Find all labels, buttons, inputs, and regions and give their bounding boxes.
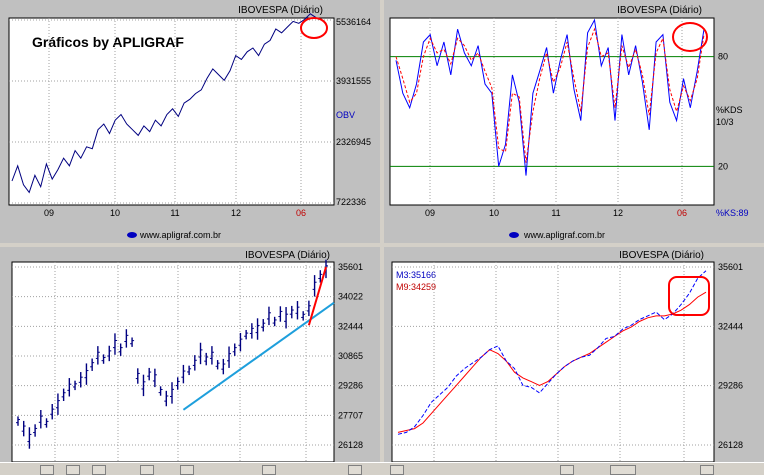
toolbar-button[interactable] bbox=[180, 465, 194, 475]
highlight-circle bbox=[672, 22, 708, 52]
y-tick-label: 26128 bbox=[718, 440, 743, 450]
footer-site: www.apligraf.com.br bbox=[139, 230, 221, 240]
ma-title: IBOVESPA (Diário) bbox=[619, 250, 704, 261]
stochastic-x-axis: 09 10 11 12 06 bbox=[425, 208, 687, 218]
trendline-breakout bbox=[307, 266, 327, 326]
toolbar-button[interactable] bbox=[40, 465, 54, 475]
ma-plot-area bbox=[391, 261, 715, 462]
y-tick-label: 35601 bbox=[338, 262, 363, 272]
m9-line bbox=[397, 291, 707, 433]
price-plot-area bbox=[11, 261, 335, 462]
obv-x-axis: 09 10 11 12 06 bbox=[44, 208, 306, 218]
m9-label: M9:34259 bbox=[396, 282, 436, 292]
toolbar-button[interactable] bbox=[390, 465, 404, 475]
y-tick-label: 32444 bbox=[718, 321, 743, 331]
x-tick-label: 09 bbox=[425, 208, 435, 218]
x-tick-label: 06 bbox=[296, 208, 306, 218]
kds-params: 10/3 bbox=[716, 117, 734, 127]
taskbar bbox=[0, 462, 764, 475]
kds-label: %KDS bbox=[716, 105, 743, 115]
x-tick-label: 11 bbox=[551, 208, 560, 218]
y-tick-label: 80 bbox=[718, 52, 728, 62]
price-chart: IBOVESPA (Diário) 35601 34022 32444 30865 29… bbox=[11, 250, 363, 462]
toolbar-button[interactable] bbox=[140, 465, 154, 475]
highlight-circle bbox=[300, 17, 328, 39]
y-tick-label: 20 bbox=[718, 161, 728, 171]
y-tick-label: 32444 bbox=[338, 321, 363, 331]
y-tick-label: 30865 bbox=[338, 351, 363, 361]
footer-site: www.apligraf.com.br bbox=[523, 230, 605, 240]
ks-label: %KS:89 bbox=[716, 208, 749, 218]
trendline-support bbox=[182, 301, 335, 411]
apligraf-logo-icon bbox=[509, 232, 519, 238]
obv-series-line bbox=[11, 13, 317, 194]
price-panel: IBOVESPA (Diário) 35601 34022 32444 30865 29… bbox=[0, 247, 380, 462]
obv-chart: IBOVESPA (Diário) Gráficos by APLIGRAF O… bbox=[8, 5, 371, 240]
price-y-axis: 35601 34022 32444 30865 29286 27707 26128 bbox=[338, 262, 363, 450]
x-tick-label: 09 bbox=[44, 208, 54, 218]
watermark-text: Gráficos by APLIGRAF bbox=[32, 34, 184, 50]
m3-label: M3:35166 bbox=[396, 270, 436, 280]
price-bars bbox=[16, 259, 328, 449]
obv-title: IBOVESPA (Diário) bbox=[238, 5, 323, 16]
obv-panel: IBOVESPA (Diário) Gráficos by APLIGRAF O… bbox=[0, 0, 380, 243]
obv-plot-area bbox=[8, 17, 335, 206]
x-tick-label: 12 bbox=[613, 208, 623, 218]
moving-average-panel: IBOVESPA (Diário) M3:35166 M9:34259 3560… bbox=[384, 247, 764, 462]
toolbar-button[interactable] bbox=[66, 465, 80, 475]
toolbar-button[interactable] bbox=[560, 465, 574, 475]
y-tick-label: 35601 bbox=[718, 262, 743, 272]
highlight-box bbox=[668, 276, 710, 316]
y-tick-label: 29286 bbox=[338, 381, 363, 391]
x-tick-label: 10 bbox=[110, 208, 120, 218]
y-tick-label: 3931555 bbox=[336, 76, 371, 86]
y-tick-label: 26128 bbox=[338, 440, 363, 450]
price-title: IBOVESPA (Diário) bbox=[245, 250, 330, 261]
stochastic-plot-area bbox=[389, 17, 715, 206]
x-tick-label: 11 bbox=[170, 208, 179, 218]
ma-y-axis: 35601 32444 29286 26128 bbox=[718, 262, 743, 450]
obv-y-axis: 5536164 3931555 2326945 722336 bbox=[336, 17, 371, 207]
moving-average-chart: IBOVESPA (Diário) M3:35166 M9:34259 3560… bbox=[391, 250, 743, 462]
x-tick-label: 06 bbox=[677, 208, 687, 218]
stochastic-panel: IBOVESPA (Diário) 80 20 %KDS 10/3 %KS:89 … bbox=[384, 0, 764, 243]
price-grid bbox=[12, 262, 334, 462]
obv-indicator-label: OBV bbox=[336, 110, 355, 120]
m3-line bbox=[397, 270, 707, 435]
y-tick-label: 34022 bbox=[338, 292, 363, 302]
y-tick-label: 27707 bbox=[338, 410, 363, 420]
apligraf-logo-icon bbox=[127, 232, 137, 238]
ma-grid bbox=[392, 262, 714, 462]
toolbar-button[interactable] bbox=[700, 465, 714, 475]
y-tick-label: 2326945 bbox=[336, 137, 371, 147]
y-tick-label: 29286 bbox=[718, 381, 743, 391]
stochastic-y-axis: 80 20 bbox=[718, 52, 728, 172]
stochastic-title: IBOVESPA (Diário) bbox=[617, 5, 702, 16]
toolbar-button[interactable] bbox=[92, 465, 106, 475]
y-tick-label: 722336 bbox=[336, 197, 366, 207]
x-tick-label: 10 bbox=[489, 208, 499, 218]
x-tick-label: 12 bbox=[231, 208, 241, 218]
toolbar-button[interactable] bbox=[262, 465, 276, 475]
toolbar-button[interactable] bbox=[348, 465, 362, 475]
y-tick-label: 5536164 bbox=[336, 17, 371, 27]
toolbar-button[interactable] bbox=[610, 465, 636, 475]
stochastic-d-line bbox=[395, 27, 705, 163]
